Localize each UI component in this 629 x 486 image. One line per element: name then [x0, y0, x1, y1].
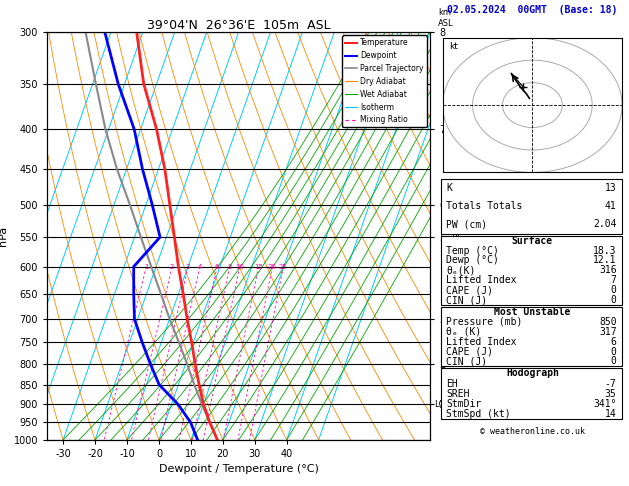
Text: 10: 10	[235, 263, 244, 270]
Text: 2.04: 2.04	[593, 220, 616, 229]
Text: 6: 6	[611, 337, 616, 347]
Text: 0: 0	[611, 295, 616, 305]
Text: StmSpd (kt): StmSpd (kt)	[447, 409, 511, 419]
Text: CAPE (J): CAPE (J)	[447, 347, 493, 357]
Text: SREH: SREH	[447, 389, 470, 399]
Text: Dewp (°C): Dewp (°C)	[447, 256, 499, 265]
Text: 850: 850	[599, 317, 616, 327]
Text: Totals Totals: Totals Totals	[447, 201, 523, 211]
Text: 41: 41	[604, 201, 616, 211]
Text: Lifted Index: Lifted Index	[447, 337, 517, 347]
Text: LCL: LCL	[435, 399, 450, 409]
Text: Pressure (mb): Pressure (mb)	[447, 317, 523, 327]
Text: EH: EH	[447, 379, 458, 389]
FancyBboxPatch shape	[441, 178, 622, 234]
Text: Temp (°C): Temp (°C)	[447, 245, 499, 256]
FancyBboxPatch shape	[441, 368, 622, 419]
X-axis label: Dewpoint / Temperature (°C): Dewpoint / Temperature (°C)	[159, 465, 319, 474]
Text: 341°: 341°	[593, 399, 616, 409]
Text: 12.1: 12.1	[593, 256, 616, 265]
Text: θₑ (K): θₑ (K)	[447, 327, 482, 337]
Text: -7: -7	[604, 379, 616, 389]
Text: K: K	[447, 183, 452, 193]
Text: CIN (J): CIN (J)	[447, 295, 487, 305]
Text: 02.05.2024  00GMT  (Base: 18): 02.05.2024 00GMT (Base: 18)	[447, 5, 618, 15]
Text: Most Unstable: Most Unstable	[494, 307, 571, 317]
FancyBboxPatch shape	[441, 236, 622, 305]
Text: 13: 13	[604, 183, 616, 193]
Text: 25: 25	[279, 263, 287, 270]
Text: CAPE (J): CAPE (J)	[447, 285, 493, 295]
Text: PW (cm): PW (cm)	[447, 220, 487, 229]
Text: 3: 3	[186, 263, 191, 270]
Text: 7: 7	[611, 276, 616, 285]
Text: 316: 316	[599, 265, 616, 276]
Text: 317: 317	[599, 327, 616, 337]
Text: CIN (J): CIN (J)	[447, 356, 487, 366]
Text: Lifted Index: Lifted Index	[447, 276, 517, 285]
Text: θₑ(K): θₑ(K)	[447, 265, 476, 276]
FancyBboxPatch shape	[441, 307, 622, 366]
Text: 20: 20	[268, 263, 277, 270]
Text: 0: 0	[611, 285, 616, 295]
Text: Hodograph: Hodograph	[506, 368, 559, 379]
Text: Surface: Surface	[512, 236, 553, 245]
Text: 35: 35	[604, 389, 616, 399]
Text: 8: 8	[228, 263, 232, 270]
Text: StmDir: StmDir	[447, 399, 482, 409]
Title: 39°04'N  26°36'E  105m  ASL: 39°04'N 26°36'E 105m ASL	[147, 18, 331, 32]
Text: 2: 2	[170, 263, 174, 270]
Text: km
ASL: km ASL	[438, 8, 454, 28]
Text: 15: 15	[254, 263, 263, 270]
Legend: Temperature, Dewpoint, Parcel Trajectory, Dry Adiabat, Wet Adiabat, Isotherm, Mi: Temperature, Dewpoint, Parcel Trajectory…	[342, 35, 426, 127]
Text: © weatheronline.co.uk: © weatheronline.co.uk	[480, 427, 585, 436]
Text: 6: 6	[215, 263, 220, 270]
Y-axis label: hPa: hPa	[0, 226, 8, 246]
Y-axis label: Mixing Ratio (g/kg): Mixing Ratio (g/kg)	[450, 190, 460, 282]
Text: 1: 1	[144, 263, 148, 270]
Text: 0: 0	[611, 356, 616, 366]
Text: 14: 14	[604, 409, 616, 419]
Text: 0: 0	[611, 347, 616, 357]
Text: 18.3: 18.3	[593, 245, 616, 256]
Text: 4: 4	[198, 263, 202, 270]
